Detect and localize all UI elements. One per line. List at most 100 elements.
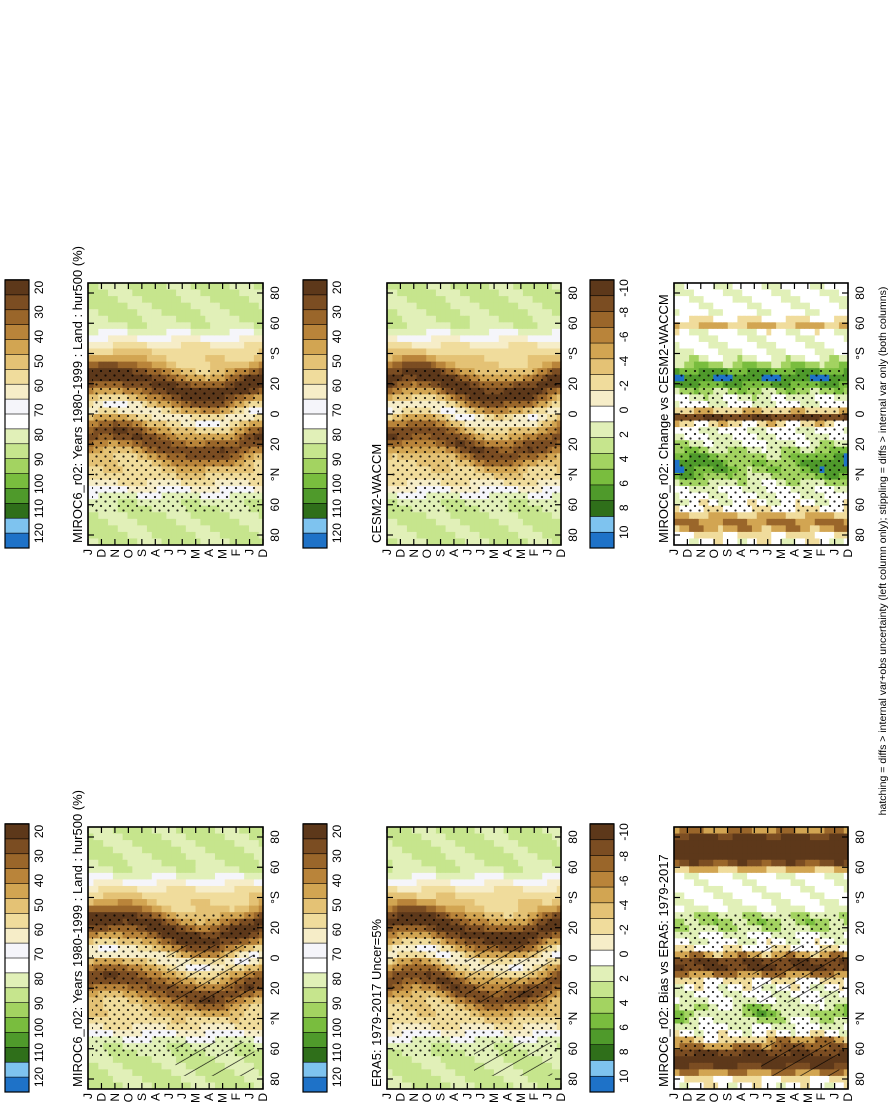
heatmap-cell bbox=[387, 518, 393, 526]
heatmap-cell bbox=[122, 328, 128, 336]
heatmap-cell bbox=[190, 315, 196, 323]
heatmap-cell bbox=[445, 1081, 451, 1089]
heatmap-cell bbox=[228, 334, 235, 342]
heatmap-cell bbox=[527, 846, 533, 854]
heatmap-cell bbox=[151, 1062, 157, 1070]
heatmap-cell bbox=[175, 518, 181, 526]
heatmap-cell bbox=[199, 341, 206, 349]
heatmap-cell bbox=[233, 832, 240, 841]
colorbar-label: 60 bbox=[32, 379, 46, 393]
heatmap-cell bbox=[112, 302, 118, 310]
heatmap-cell bbox=[512, 531, 519, 539]
heatmap-cell bbox=[112, 315, 118, 323]
heatmap-cell bbox=[214, 865, 220, 873]
heatmap-cell bbox=[396, 518, 403, 526]
heatmap-cell bbox=[459, 1068, 465, 1076]
heatmap-cell bbox=[156, 282, 162, 290]
heatmap-cell bbox=[228, 524, 235, 532]
heatmap-cell bbox=[401, 1068, 407, 1076]
heatmap-cell bbox=[180, 321, 186, 329]
heatmap-cell bbox=[122, 321, 128, 329]
heatmap-cell bbox=[190, 537, 196, 545]
heatmap-cell bbox=[387, 1062, 393, 1070]
heatmap-cell bbox=[136, 315, 143, 323]
heatmap-cell bbox=[416, 885, 422, 893]
heatmap-cell bbox=[112, 361, 118, 369]
heatmap-cell bbox=[546, 885, 552, 893]
heatmap-cell bbox=[170, 1075, 177, 1083]
heatmap-cell bbox=[425, 891, 432, 900]
colorbar-swatch bbox=[302, 1016, 328, 1033]
heatmap-cell bbox=[435, 832, 441, 841]
heatmap-cell bbox=[156, 308, 162, 316]
heatmap-cell bbox=[156, 865, 162, 873]
heatmap-cell bbox=[396, 1075, 403, 1083]
heatmap-cell bbox=[483, 885, 490, 893]
heatmap-cell bbox=[122, 334, 128, 342]
colorbar-swatch bbox=[4, 942, 30, 959]
heatmap-cell bbox=[536, 524, 543, 532]
colorbar-swatch bbox=[4, 852, 30, 869]
heatmap-cell bbox=[522, 1081, 528, 1089]
heatmap-cell bbox=[175, 865, 181, 873]
heatmap-cell bbox=[190, 872, 196, 880]
colorbar-label: 50 bbox=[330, 898, 344, 912]
heatmap-cell bbox=[224, 839, 230, 847]
heatmap-cell bbox=[411, 898, 417, 906]
heatmap-cell bbox=[151, 347, 157, 356]
heatmap-cell bbox=[194, 878, 201, 886]
heatmap-cell bbox=[233, 839, 240, 847]
heatmap-cell bbox=[248, 354, 254, 362]
heatmap-cell bbox=[401, 865, 407, 873]
lat-tick-label: 80 bbox=[566, 830, 580, 844]
heatmap-cell bbox=[387, 852, 393, 860]
heatmap-cell bbox=[92, 1081, 99, 1089]
heatmap-cell bbox=[175, 341, 181, 349]
heatmap-cell bbox=[107, 1062, 113, 1070]
heatmap-cell bbox=[248, 846, 254, 854]
heatmap-cell bbox=[527, 531, 533, 539]
heatmap-cell bbox=[517, 846, 523, 854]
lat-tick-label: 80 bbox=[268, 830, 282, 844]
heatmap-cell bbox=[430, 537, 436, 545]
heatmap-cell bbox=[97, 852, 104, 860]
heatmap-cell bbox=[160, 904, 167, 913]
heatmap-cell bbox=[146, 839, 152, 847]
heatmap-cell bbox=[238, 1081, 245, 1089]
heatmap-cell bbox=[165, 1068, 172, 1076]
heatmap-cell bbox=[112, 347, 118, 356]
heatmap-cell bbox=[107, 302, 113, 310]
heatmap-cell bbox=[190, 846, 196, 854]
heatmap-cell bbox=[136, 361, 143, 369]
heatmap-cell bbox=[527, 859, 533, 867]
heatmap-cell bbox=[541, 839, 548, 847]
heatmap-cell bbox=[498, 859, 504, 867]
heatmap-cell bbox=[219, 321, 225, 329]
heatmap-cell bbox=[396, 891, 403, 900]
heatmap-cell bbox=[248, 288, 254, 297]
heatmap-cell bbox=[541, 885, 548, 893]
heatmap-cell bbox=[238, 302, 245, 310]
heatmap-cell bbox=[102, 288, 109, 297]
heatmap-cell bbox=[131, 334, 138, 342]
heatmap-cell bbox=[122, 518, 128, 526]
heatmap-cell bbox=[522, 852, 528, 860]
heatmap-cell bbox=[483, 839, 490, 847]
heatmap-cell bbox=[209, 898, 215, 906]
heatmap-cell bbox=[233, 302, 240, 310]
heatmap-cell bbox=[219, 904, 225, 913]
heatmap-cell bbox=[112, 904, 118, 913]
heatmap-cell bbox=[126, 288, 133, 297]
heatmap-cell bbox=[454, 865, 461, 873]
heatmap-cell bbox=[449, 1062, 456, 1070]
heatmap-cell bbox=[170, 282, 177, 290]
heatmap-cell bbox=[532, 839, 538, 847]
heatmap-cell bbox=[194, 328, 201, 336]
heatmap-cell bbox=[493, 859, 499, 867]
heatmap-cell bbox=[498, 1075, 504, 1083]
month-tick-label: S bbox=[135, 549, 149, 557]
heatmap-cell bbox=[170, 334, 177, 342]
heatmap-cell bbox=[238, 839, 245, 847]
heatmap-cell bbox=[527, 832, 533, 841]
heatmap-cell bbox=[498, 872, 504, 880]
